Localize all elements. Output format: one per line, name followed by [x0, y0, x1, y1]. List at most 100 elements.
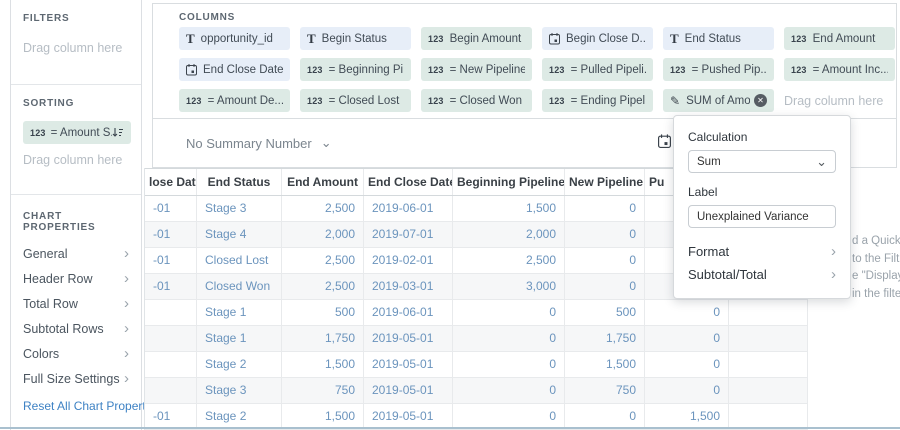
sorting-column-pill[interactable]: 123 = Amount S... [23, 121, 131, 144]
column-pill[interactable]: 123 = New Pipeline [421, 58, 532, 81]
columns-drop-zone[interactable]: Drag column here [784, 93, 884, 108]
table-cell[interactable]: Closed Lost [197, 248, 282, 273]
table-cell[interactable]: 2,500 [282, 248, 364, 273]
table-cell[interactable]: Stage 3 [197, 196, 282, 221]
table-cell[interactable]: Stage 3 [197, 378, 282, 403]
summary-number-select[interactable]: No Summary Number ⌄ [186, 136, 332, 151]
reset-chart-properties-link[interactable]: Reset All Chart Properties [23, 399, 162, 413]
column-pill[interactable]: End Close Date [179, 58, 290, 81]
chart-property-item[interactable]: Colors › [23, 341, 129, 366]
table-cell[interactable]: 2019-05-01 [364, 404, 453, 429]
table-cell[interactable]: 0 [565, 274, 645, 299]
table-cell[interactable]: -01 [145, 274, 197, 299]
table-cell[interactable]: 0 [565, 248, 645, 273]
table-cell[interactable]: 0 [453, 378, 565, 403]
table-cell[interactable]: 500 [282, 300, 364, 325]
table-cell[interactable]: -01 [145, 222, 197, 247]
table-header-cell[interactable]: lose Date [145, 169, 197, 195]
table-cell[interactable]: 1,500 [282, 352, 364, 377]
table-cell[interactable]: 0 [645, 352, 729, 377]
sort-descending-icon[interactable] [112, 127, 124, 138]
remove-column-icon[interactable]: ✕ [754, 94, 767, 107]
table-cell[interactable] [145, 378, 197, 403]
table-cell[interactable]: 1,750 [565, 326, 645, 351]
column-pill[interactable]: T Begin Status [300, 27, 411, 50]
table-cell[interactable]: Stage 4 [197, 222, 282, 247]
calculation-select[interactable]: Sum ⌄ [688, 150, 836, 173]
column-pill[interactable]: ✎ SUM of Amou... ✕ [663, 89, 774, 112]
column-pill[interactable]: 123 = Closed Won [421, 89, 532, 112]
table-cell[interactable]: 1,750 [282, 326, 364, 351]
column-pill[interactable]: T End Status [663, 27, 774, 50]
table-cell[interactable]: 0 [645, 326, 729, 351]
table-cell[interactable]: 1,500 [282, 404, 364, 429]
column-pill[interactable]: 123 = Amount Inc... [784, 58, 895, 81]
toolbar-calendar-icon[interactable] [658, 134, 671, 149]
format-menu-item[interactable]: Format › [688, 243, 836, 260]
column-pill[interactable]: 123 Begin Amount [421, 27, 532, 50]
table-cell[interactable]: -01 [145, 404, 197, 429]
table-header-cell[interactable]: Beginning Pipeline [453, 169, 565, 195]
table-cell[interactable] [145, 326, 197, 351]
column-pill[interactable]: 123 = Closed Lost [300, 89, 411, 112]
column-pill[interactable]: 123 = Ending Pipel... [542, 89, 653, 112]
table-cell[interactable] [145, 352, 197, 377]
chart-property-item[interactable]: Full Size Settings › [23, 366, 129, 391]
table-cell[interactable]: 2019-02-01 [364, 248, 453, 273]
chart-property-item[interactable]: General › [23, 241, 129, 266]
sorting-drop-zone[interactable]: Drag column here [23, 153, 123, 167]
table-cell[interactable]: Stage 2 [197, 352, 282, 377]
table-header-cell[interactable]: End Amount [282, 169, 364, 195]
table-cell[interactable]: 0 [645, 378, 729, 403]
table-header-cell[interactable]: End Close Date [364, 169, 453, 195]
table-cell[interactable]: 2019-05-01 [364, 326, 453, 351]
table-cell[interactable]: 2019-07-01 [364, 222, 453, 247]
table-cell[interactable]: 2,000 [453, 222, 565, 247]
table-cell[interactable]: -01 [145, 196, 197, 221]
table-cell[interactable]: 2019-03-01 [364, 274, 453, 299]
table-cell[interactable]: 500 [565, 300, 645, 325]
table-cell[interactable]: 3,000 [453, 274, 565, 299]
table-cell[interactable]: Stage 2 [197, 404, 282, 429]
column-pill[interactable]: 123 = Beginning Pi... [300, 58, 411, 81]
table-cell[interactable]: 0 [565, 196, 645, 221]
table-header-cell[interactable]: New Pipeline [565, 169, 645, 195]
table-cell[interactable] [729, 326, 808, 351]
table-cell[interactable] [729, 404, 808, 429]
column-pill[interactable]: 123 = Pushed Pip... [663, 58, 774, 81]
table-cell[interactable]: 0 [453, 300, 565, 325]
table-cell[interactable] [729, 352, 808, 377]
filters-drop-zone[interactable]: Drag column here [23, 41, 123, 55]
table-cell[interactable]: 1,500 [453, 196, 565, 221]
table-cell[interactable]: 0 [565, 404, 645, 429]
label-input[interactable] [688, 205, 836, 228]
table-cell[interactable]: 2019-06-01 [364, 196, 453, 221]
table-cell[interactable]: 2,000 [282, 222, 364, 247]
subtotal-total-menu-item[interactable]: Subtotal/Total › [688, 266, 836, 283]
table-cell[interactable] [729, 300, 808, 325]
chart-property-item[interactable]: Subtotal Rows › [23, 316, 129, 341]
table-cell[interactable]: 2019-05-01 [364, 352, 453, 377]
table-cell[interactable]: 2019-06-01 [364, 300, 453, 325]
table-cell[interactable] [729, 378, 808, 403]
column-pill[interactable]: 123 = Amount De... [179, 89, 290, 112]
table-cell[interactable]: 1,500 [645, 404, 729, 429]
column-pill[interactable]: Begin Close D... [542, 27, 653, 50]
column-pill[interactable]: 123 = Pulled Pipeli... [542, 58, 653, 81]
table-cell[interactable]: 2,500 [282, 196, 364, 221]
table-cell[interactable]: 2019-05-01 [364, 378, 453, 403]
table-cell[interactable]: 750 [282, 378, 364, 403]
table-cell[interactable]: 0 [565, 222, 645, 247]
table-cell[interactable]: 750 [565, 378, 645, 403]
table-cell[interactable]: Stage 1 [197, 300, 282, 325]
table-cell[interactable]: 0 [453, 404, 565, 429]
table-cell[interactable]: 2,500 [282, 274, 364, 299]
table-cell[interactable] [145, 300, 197, 325]
table-cell[interactable]: -01 [145, 248, 197, 273]
table-cell[interactable]: 0 [645, 300, 729, 325]
table-cell[interactable]: Closed Won [197, 274, 282, 299]
table-header-cell[interactable]: End Status [197, 169, 282, 195]
chart-property-item[interactable]: Header Row › [23, 266, 129, 291]
table-cell[interactable]: Stage 1 [197, 326, 282, 351]
